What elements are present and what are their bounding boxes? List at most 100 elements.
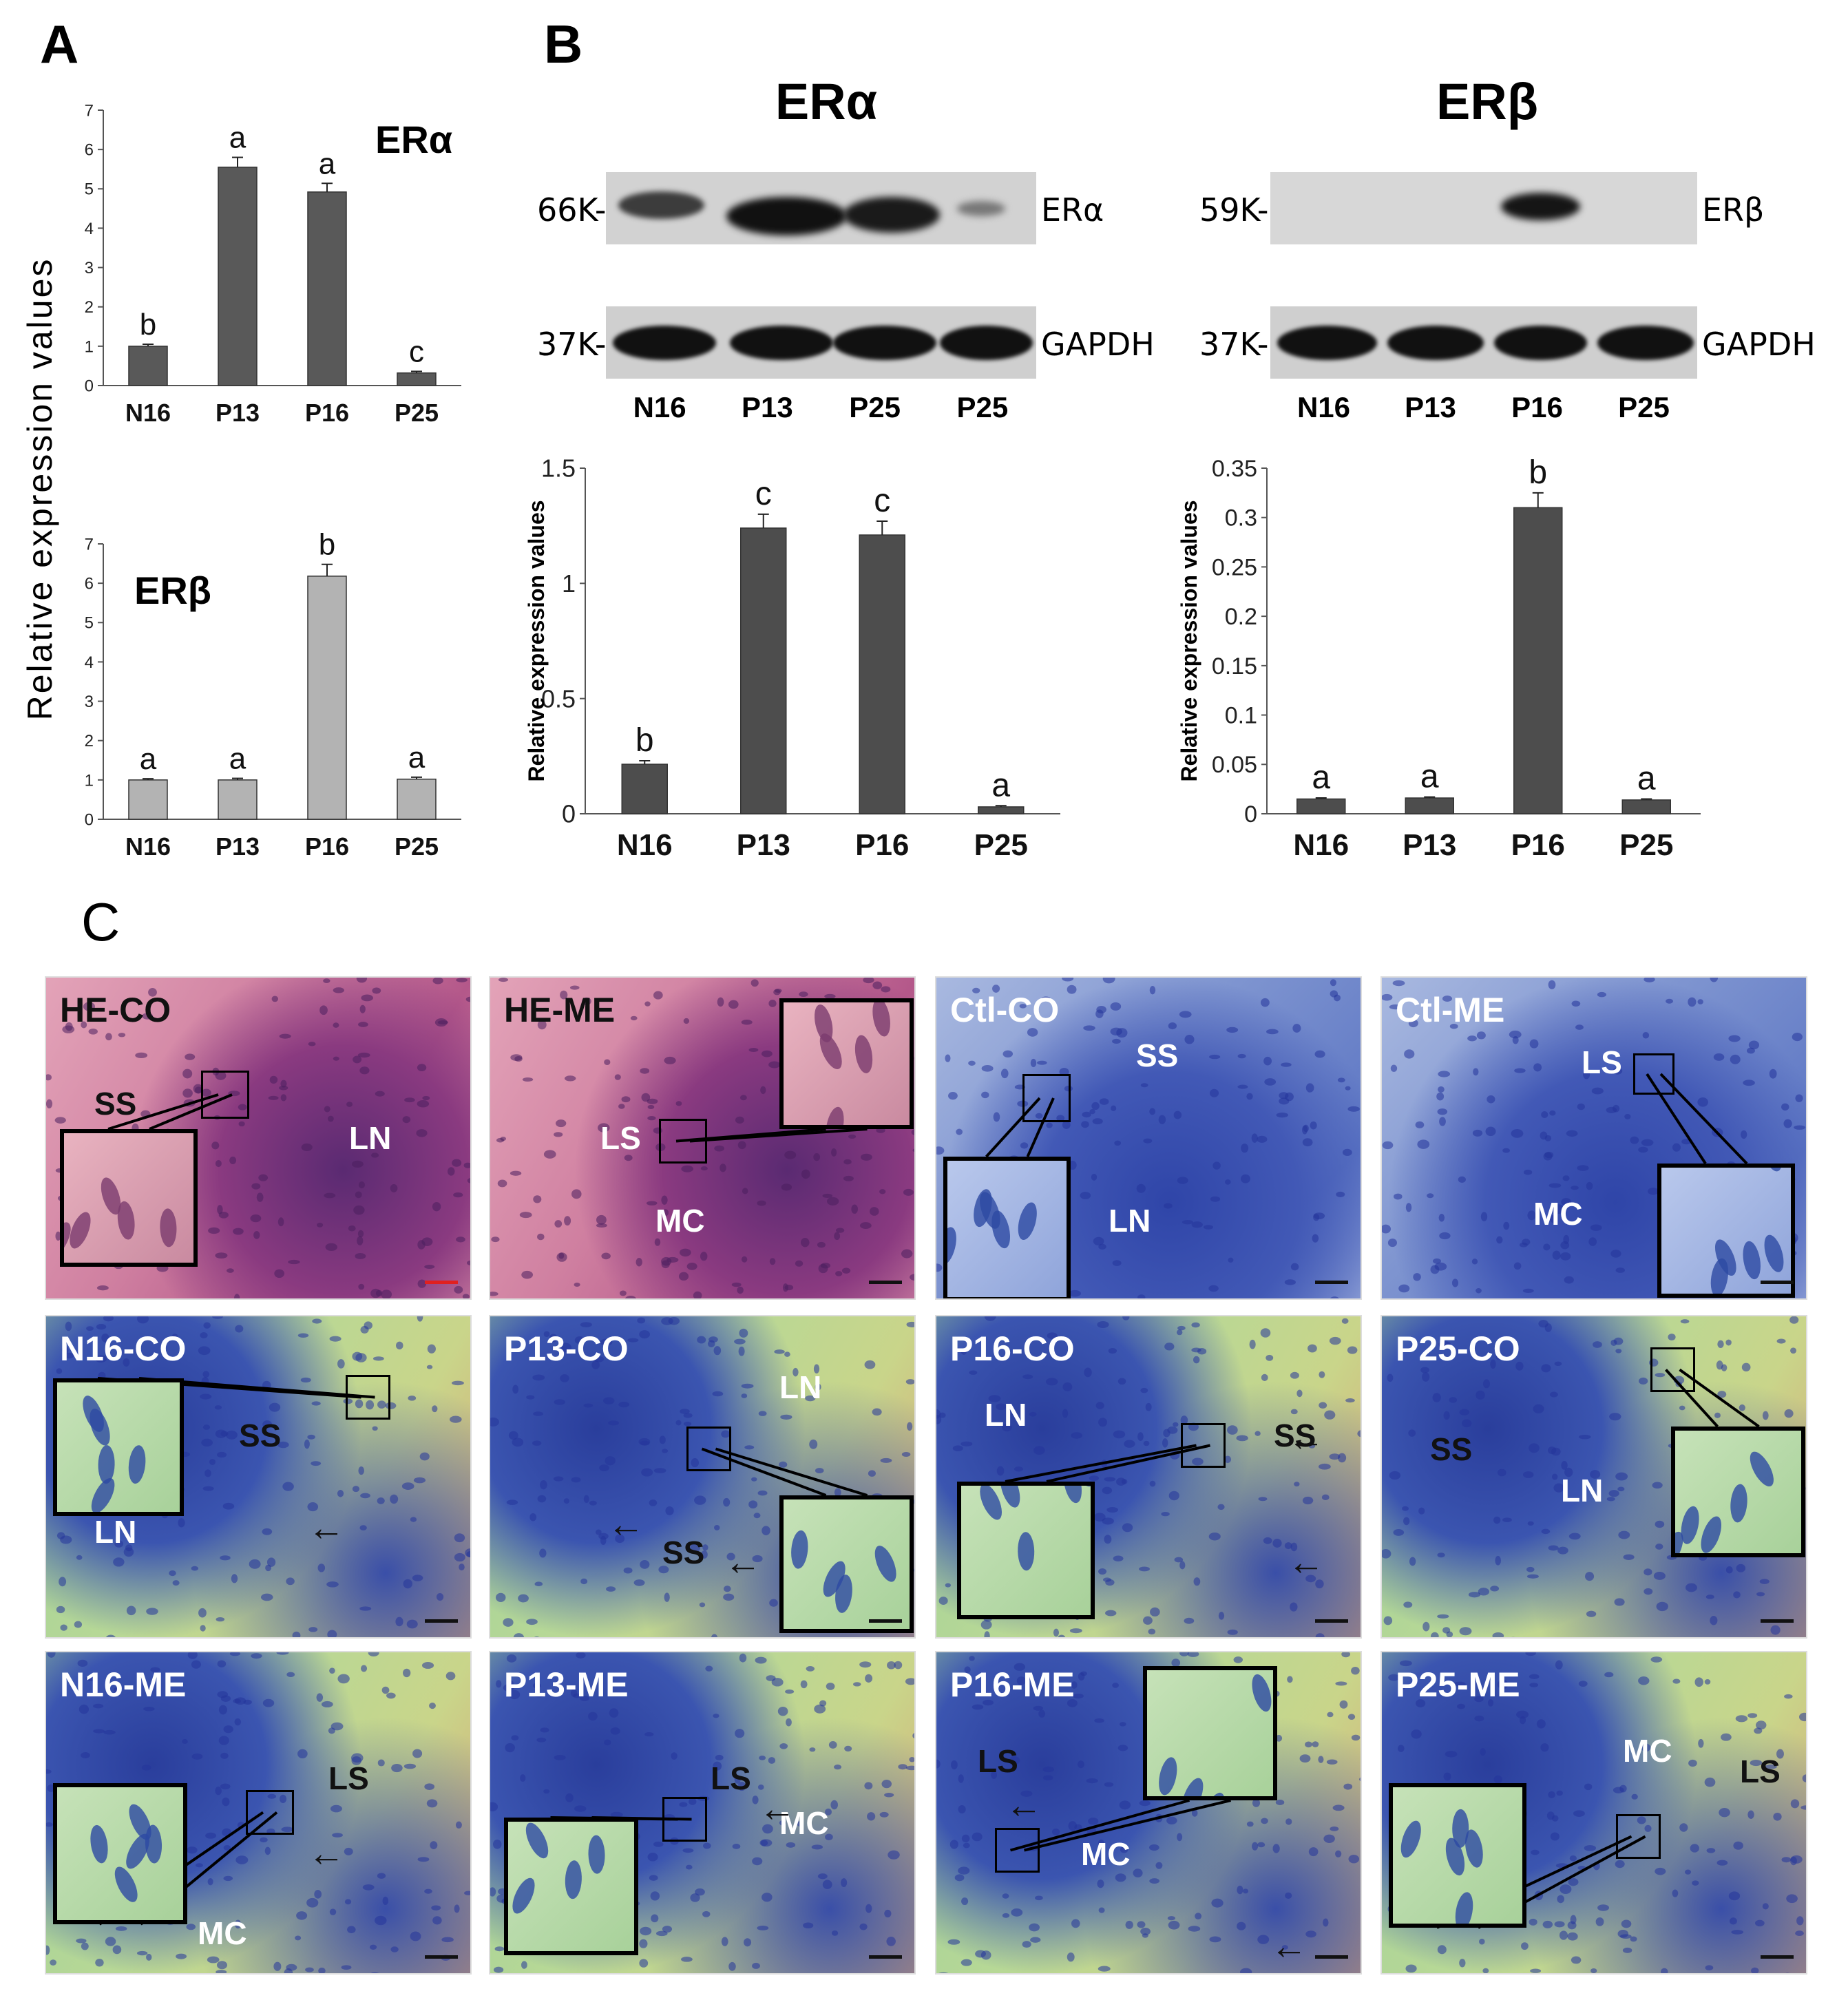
y-tick-label: 5 bbox=[85, 614, 94, 633]
significance-letter: a bbox=[229, 121, 246, 155]
nucleus bbox=[1168, 1022, 1177, 1030]
nucleus bbox=[1062, 978, 1074, 982]
nucleus bbox=[1119, 1800, 1131, 1810]
connector-line bbox=[1665, 1369, 1719, 1428]
nucleus bbox=[205, 1832, 216, 1839]
nucleus bbox=[605, 1456, 616, 1466]
nucleus bbox=[1794, 1125, 1806, 1130]
nucleus bbox=[306, 1897, 319, 1908]
nucleus bbox=[295, 1935, 302, 1941]
nucleus bbox=[1168, 1491, 1179, 1501]
zoom-inset bbox=[943, 1157, 1071, 1298]
nucleus bbox=[742, 1188, 748, 1194]
nucleus bbox=[1690, 1844, 1699, 1853]
nucleus bbox=[865, 1674, 873, 1683]
era-mw-bottom: 37K- bbox=[537, 326, 607, 363]
nucleus bbox=[1455, 1892, 1473, 1924]
nucleus bbox=[1468, 1592, 1481, 1598]
nucleus bbox=[819, 1700, 827, 1707]
nucleus bbox=[191, 1566, 199, 1571]
nucleus bbox=[1548, 1446, 1557, 1455]
nucleus bbox=[1802, 1774, 1806, 1782]
nucleus bbox=[491, 1236, 500, 1243]
nucleus bbox=[467, 1260, 470, 1265]
nucleus bbox=[490, 1802, 498, 1812]
nucleus bbox=[1800, 1805, 1806, 1810]
nucleus bbox=[1296, 1389, 1303, 1398]
nucleus bbox=[1622, 1947, 1632, 1953]
nucleus bbox=[800, 1237, 810, 1248]
region-label: LN bbox=[779, 1369, 822, 1405]
nucleus bbox=[1515, 1361, 1524, 1371]
nucleus bbox=[1179, 1652, 1189, 1656]
nucleus bbox=[382, 1896, 389, 1905]
nucleus bbox=[741, 1256, 748, 1263]
nucleus bbox=[1086, 1778, 1098, 1784]
nucleus bbox=[637, 1317, 646, 1324]
y-axis-label: Relative expression values bbox=[1177, 500, 1201, 781]
nucleus bbox=[1319, 1371, 1325, 1378]
nucleus bbox=[774, 1349, 785, 1354]
nucleus bbox=[755, 1656, 767, 1664]
nucleus bbox=[534, 1636, 540, 1637]
nucleus bbox=[207, 1877, 213, 1886]
nucleus bbox=[1209, 1088, 1219, 1097]
nucleus bbox=[1569, 1855, 1577, 1862]
nucleus bbox=[286, 1672, 295, 1678]
nucleus bbox=[624, 1155, 633, 1161]
nucleus bbox=[748, 1047, 759, 1053]
nucleus bbox=[518, 1594, 529, 1603]
zoom-inset bbox=[60, 1129, 198, 1267]
nucleus bbox=[560, 1374, 569, 1382]
nucleus bbox=[1233, 1656, 1243, 1663]
nucleus bbox=[318, 1967, 326, 1973]
micrograph-p16-me: P16-ME LS MC ← ← bbox=[935, 1651, 1362, 1975]
nucleus bbox=[596, 1223, 607, 1228]
nucleus bbox=[1177, 1833, 1183, 1842]
connector-line bbox=[1026, 1097, 1055, 1157]
scale-bar bbox=[1315, 1619, 1348, 1623]
y-tick-label: 5 bbox=[85, 180, 94, 199]
nucleus bbox=[905, 1379, 914, 1385]
nucleus bbox=[549, 1334, 558, 1343]
arrow-icon: ← bbox=[1288, 1541, 1325, 1583]
nucleus bbox=[786, 1842, 796, 1848]
nucleus bbox=[1084, 1367, 1092, 1378]
bar-n16 bbox=[621, 764, 668, 814]
zoom-connector bbox=[701, 1447, 868, 1497]
nucleus bbox=[1531, 1849, 1540, 1855]
nucleus bbox=[1610, 1250, 1621, 1258]
nucleus bbox=[1514, 1068, 1526, 1073]
nucleus bbox=[1655, 1544, 1663, 1550]
nucleus bbox=[1035, 1895, 1043, 1901]
nucleus bbox=[377, 1400, 386, 1409]
lane-label: P16 bbox=[1511, 391, 1563, 423]
nucleus bbox=[1538, 1320, 1548, 1328]
nucleus bbox=[1184, 1617, 1195, 1624]
nucleus bbox=[85, 1675, 98, 1681]
nucleus bbox=[1324, 1410, 1336, 1420]
nucleus bbox=[1735, 1715, 1748, 1723]
nucleus bbox=[451, 1380, 464, 1386]
nucleus bbox=[911, 1129, 914, 1135]
nucleus bbox=[854, 1035, 873, 1073]
nucleus bbox=[1697, 1097, 1708, 1107]
nucleus bbox=[1137, 1921, 1146, 1928]
nucleus bbox=[912, 1733, 914, 1739]
nucleus bbox=[1002, 1893, 1009, 1899]
nucleus bbox=[759, 1755, 766, 1760]
nucleus bbox=[1257, 1842, 1266, 1848]
era-gapdh-band-4 bbox=[940, 326, 1033, 360]
nucleus bbox=[1770, 1625, 1781, 1635]
nucleus bbox=[1432, 1393, 1441, 1402]
nucleus bbox=[964, 1666, 971, 1673]
nucleus bbox=[512, 1385, 519, 1394]
region-label: MC bbox=[655, 1203, 705, 1239]
region-label: LN bbox=[1109, 1203, 1151, 1239]
nucleus bbox=[1254, 1431, 1261, 1436]
significance-letter: a bbox=[140, 742, 157, 776]
nucleus bbox=[1067, 1699, 1078, 1707]
nucleus bbox=[872, 1002, 890, 1037]
arrow-icon: ← bbox=[759, 1788, 796, 1829]
nucleus bbox=[360, 1325, 369, 1334]
